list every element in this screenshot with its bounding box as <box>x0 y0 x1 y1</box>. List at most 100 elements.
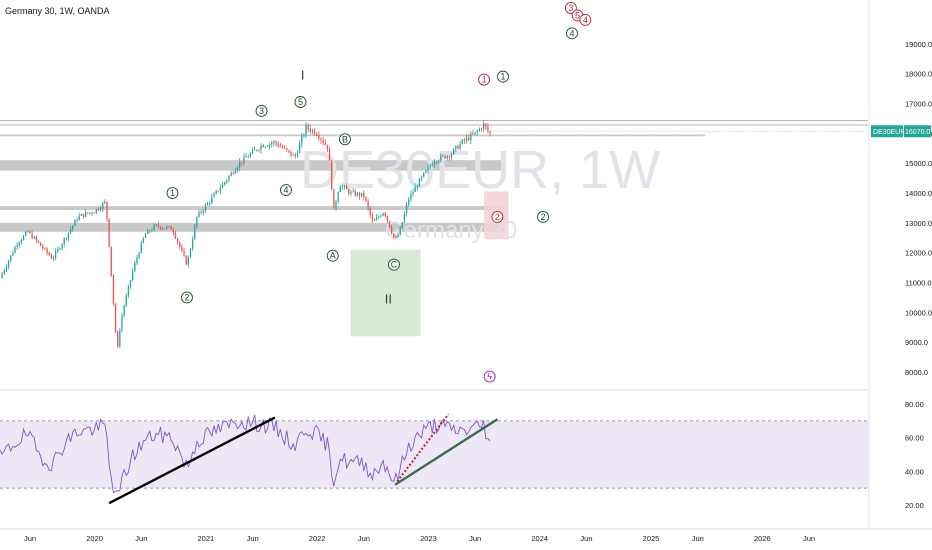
rsi-band <box>0 420 868 489</box>
candle-body <box>46 248 48 253</box>
candle-body <box>378 216 380 218</box>
candle-body <box>65 238 68 239</box>
candle-body <box>117 332 119 347</box>
candle-body <box>273 141 275 144</box>
candle-body <box>243 156 245 163</box>
candle-body <box>393 233 395 238</box>
wave-label-circle <box>483 370 496 383</box>
wave-label-circle <box>294 96 307 108</box>
wave-label-text: 3 <box>568 3 573 13</box>
candle-body <box>25 231 27 236</box>
candle-body <box>427 167 429 171</box>
wave-label-circle <box>339 133 351 146</box>
wave-label-red: 3 <box>564 2 577 14</box>
wave-label-text: ϟ <box>487 372 492 382</box>
rsi-trendline <box>108 416 276 505</box>
candle-body <box>119 330 121 347</box>
candle-body <box>35 236 38 241</box>
candle-body <box>230 172 232 177</box>
candle-body <box>305 125 307 135</box>
wave-label-text: 4 <box>283 185 288 195</box>
candle-body <box>414 187 416 193</box>
candle-body <box>170 226 172 230</box>
candle-body <box>333 189 335 209</box>
green-box <box>350 249 421 337</box>
candle-body <box>176 238 179 243</box>
candle-body <box>470 133 472 140</box>
wave-label-circle <box>537 210 550 223</box>
candle-body <box>93 212 95 214</box>
candle-body <box>277 143 279 147</box>
candle-body <box>365 196 367 201</box>
candle-body <box>328 149 331 161</box>
candle-body <box>388 220 391 228</box>
wave-label-green: 2 <box>181 291 193 304</box>
candle-body <box>42 245 44 249</box>
candle-body <box>202 210 204 213</box>
candle-body <box>194 226 196 240</box>
candle-body <box>485 123 487 127</box>
candle-body <box>395 237 397 239</box>
candle-body <box>138 253 140 258</box>
candle-body <box>461 139 463 144</box>
wave-label-green: A <box>326 249 339 262</box>
candle-body <box>420 176 423 179</box>
candle-body <box>401 222 403 228</box>
candle-body <box>74 219 76 226</box>
candle-body <box>453 148 455 155</box>
candle-body <box>341 186 344 187</box>
wave-label-circle <box>497 70 509 83</box>
candle-body <box>249 153 252 157</box>
candle-body <box>339 186 341 193</box>
candle-body <box>91 212 93 214</box>
price-axis[interactable]: 19000.018000.017000.016000.015000.014000… <box>868 0 932 529</box>
candle-body <box>198 212 200 217</box>
candle-body <box>217 190 219 192</box>
wave-degree-label: II <box>385 291 392 306</box>
time-tick-label: Jun <box>24 534 36 543</box>
candle-body <box>76 219 78 221</box>
time-tick-label: 2025 <box>643 534 660 543</box>
wave-label-circle <box>387 258 400 271</box>
time-tick-label: 2023 <box>420 534 437 543</box>
candle-body <box>125 295 127 306</box>
highlight-boxes <box>350 191 509 337</box>
candle-body <box>266 146 269 147</box>
candle-body <box>27 231 29 233</box>
candle-body <box>375 217 378 221</box>
candle-body <box>369 207 371 215</box>
candle-body <box>247 156 249 158</box>
candle-body <box>211 197 213 203</box>
symbol-watermark: DE30EUR, 1W Germany 30 <box>300 140 660 244</box>
candle-body <box>44 248 46 250</box>
candle-body <box>363 193 365 197</box>
candle-body <box>142 237 145 243</box>
candle-body <box>260 145 262 150</box>
price-zone <box>0 134 705 137</box>
candle-body <box>166 226 168 229</box>
time-tick-label: 2022 <box>309 534 326 543</box>
candle-body <box>384 213 386 216</box>
candle-body <box>18 242 20 246</box>
price-tag-value-bg <box>904 125 931 138</box>
candle-body <box>149 230 151 232</box>
price-tick-label: 15000.0 <box>905 159 932 168</box>
candle-body <box>187 257 189 265</box>
wave-label-text: 4 <box>569 28 574 38</box>
candle-body <box>418 178 421 187</box>
time-axis[interactable]: Jun 2020 Jun 2021 Jun 2022 Jun 2023 Jun 2024 Jun 20… <box>0 528 932 543</box>
candle-body <box>431 164 433 166</box>
candle-body <box>292 154 294 156</box>
candle-body <box>271 143 273 144</box>
candle-body <box>224 182 226 185</box>
candle-body <box>54 251 57 258</box>
wave-label-text: 1 <box>500 72 505 82</box>
time-tick-label: 2026 <box>754 534 771 543</box>
time-tick-label: Jun <box>135 534 147 543</box>
candle-body <box>361 193 363 197</box>
candle-body <box>245 156 247 158</box>
candle-body <box>313 130 316 135</box>
candle-body <box>127 286 130 296</box>
rsi-tick-label: 40.00 <box>905 467 924 476</box>
